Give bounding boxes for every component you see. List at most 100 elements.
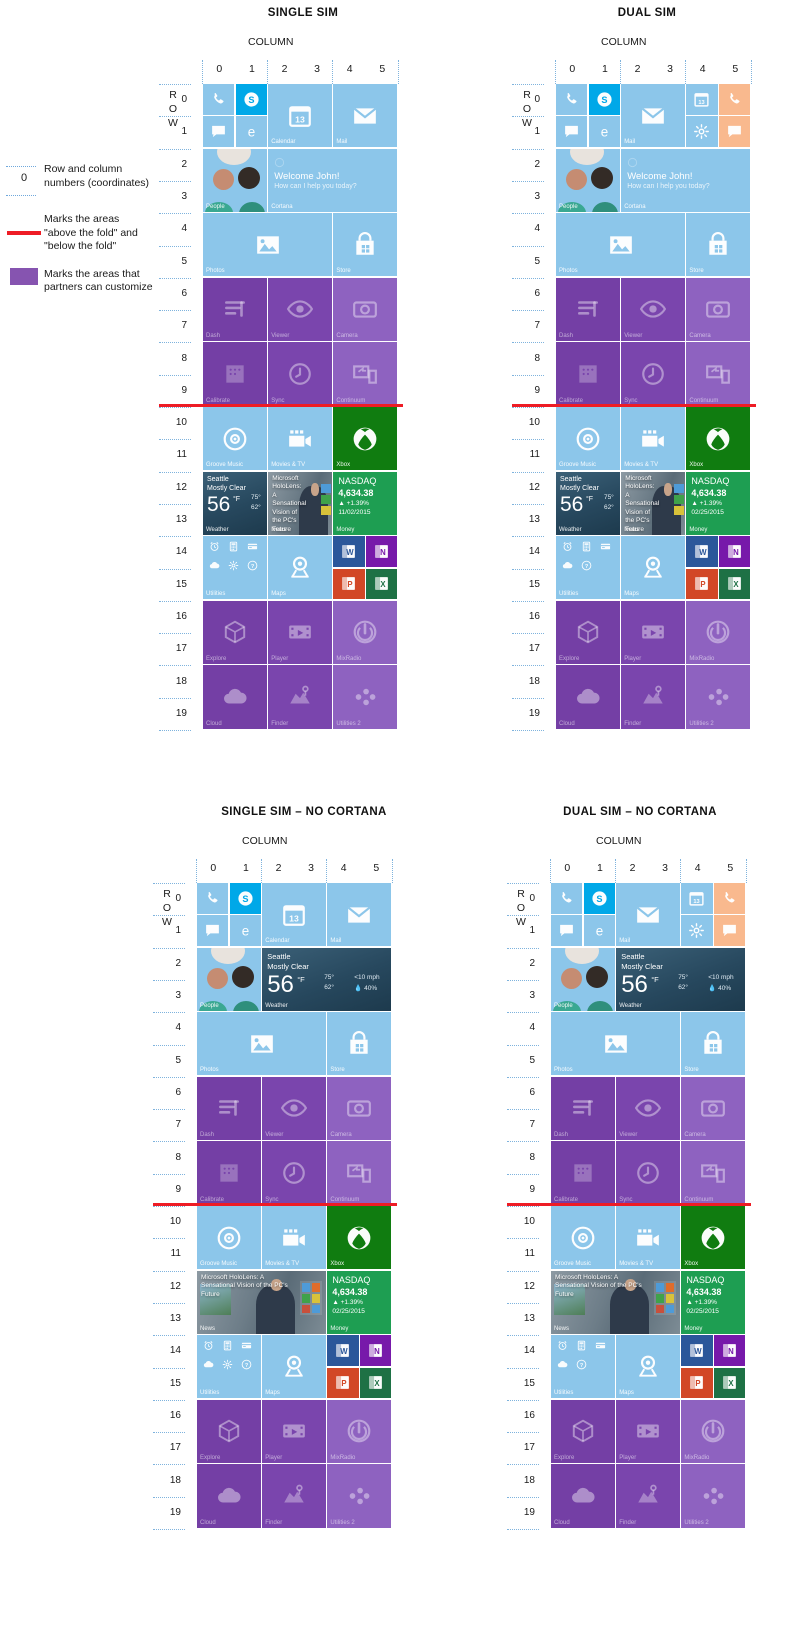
tile-onenote[interactable]: N (366, 536, 398, 568)
tile-excel[interactable]: X (719, 568, 751, 600)
tile-messaging[interactable] (556, 116, 588, 148)
tile-player[interactable]: Player (621, 600, 685, 664)
tile-photos[interactable]: Photos (197, 1012, 326, 1076)
tile-player[interactable]: Player (268, 600, 332, 664)
tile-cloud[interactable]: Cloud (197, 1464, 261, 1528)
onedrive-cloud-icon[interactable] (562, 560, 573, 571)
wallet-icon[interactable] (595, 1340, 606, 1351)
tile-messaging-sim2[interactable] (719, 116, 751, 148)
tile-calibrate[interactable]: Calibrate (551, 1141, 615, 1205)
tile-weather[interactable]: Seattle Mostly Clear 56 °F 75° 62° Weather (203, 471, 267, 535)
alarm-icon[interactable] (209, 541, 220, 552)
tile-calibrate[interactable]: Calibrate (197, 1141, 261, 1205)
tile-messaging[interactable] (203, 116, 235, 148)
help-icon[interactable]: ? (247, 560, 258, 571)
tile-word[interactable]: W (327, 1335, 359, 1367)
tile-mixradio[interactable]: MixRadio (681, 1399, 746, 1463)
tile-maps[interactable]: Maps (262, 1335, 326, 1399)
tile-messaging-sim2[interactable] (714, 915, 746, 947)
tile-people[interactable]: People (551, 947, 615, 1011)
tile-sync[interactable]: Sync (262, 1141, 326, 1205)
tile-mail[interactable]: Mail (327, 883, 392, 947)
tile-people[interactable]: People (197, 947, 261, 1011)
tile-calibrate[interactable]: Calibrate (203, 342, 267, 406)
tile-movies-tv[interactable]: Movies & TV (262, 1206, 326, 1270)
tile-calendar[interactable]: 13 Calendar (268, 84, 332, 148)
tile-edge[interactable]: e (588, 116, 620, 148)
help-icon[interactable]: ? (576, 1359, 587, 1370)
tile-powerpoint[interactable]: P (681, 1367, 713, 1399)
tile-groove-music[interactable]: Groove Music (203, 407, 267, 471)
tile-edge[interactable]: e (235, 116, 267, 148)
tile-news[interactable]: Microsoft HoloLens: A Sensational Vision… (621, 471, 685, 535)
tile-explore[interactable]: Explore (556, 600, 620, 664)
tile-edge[interactable]: e (583, 915, 615, 947)
tile-finder[interactable]: Finder (268, 665, 332, 729)
tile-onenote[interactable]: N (360, 1335, 392, 1367)
tile-camera[interactable]: Camera (681, 1076, 746, 1140)
tile-movies-tv[interactable]: Movies & TV (621, 407, 685, 471)
tile-onenote[interactable]: N (719, 536, 751, 568)
tile-calendar-small[interactable]: 13 (686, 84, 718, 115)
tile-word[interactable]: W (681, 1335, 713, 1367)
tile-sync[interactable]: Sync (268, 342, 332, 406)
tile-calendar-small[interactable]: 13 (681, 883, 713, 914)
tile-people[interactable]: People (203, 148, 267, 212)
tile-partner-app[interactable]: Utilities 2 (686, 665, 751, 729)
tile-weather[interactable]: Seattle Mostly Clear 56 °F 75° 62° Weather (556, 471, 620, 535)
tile-phone-sim2[interactable] (719, 84, 751, 115)
settings-gear-icon[interactable] (228, 560, 239, 571)
tile-viewer[interactable]: Viewer (621, 277, 685, 341)
tile-maps[interactable]: Maps (616, 1335, 680, 1399)
tile-player[interactable]: Player (262, 1399, 326, 1463)
tile-mixradio[interactable]: MixRadio (327, 1399, 392, 1463)
tile-viewer[interactable]: Viewer (262, 1076, 326, 1140)
help-icon[interactable]: ? (581, 560, 592, 571)
tile-continuum[interactable]: Continuum (686, 342, 751, 406)
tile-partner-app[interactable]: Utilities 2 (327, 1464, 392, 1528)
tile-finder[interactable]: Finder (621, 665, 685, 729)
tile-store[interactable]: Store (681, 1012, 746, 1076)
tile-xbox[interactable]: Xbox (686, 407, 751, 471)
tile-groove-music[interactable]: Groove Music (197, 1206, 261, 1270)
help-icon[interactable]: ? (241, 1359, 252, 1370)
tile-word[interactable]: W (333, 536, 365, 568)
calculator-icon[interactable] (581, 541, 592, 552)
tile-camera[interactable]: Camera (327, 1076, 392, 1140)
tile-explore[interactable]: Explore (203, 600, 267, 664)
settings-gear-icon[interactable] (222, 1359, 233, 1370)
tile-weather-wide[interactable]: Seattle Mostly Clear 56 °F 75° 62° <10 mph 💧 40… (616, 947, 746, 1011)
tile-xbox[interactable]: Xbox (327, 1206, 392, 1270)
tile-excel[interactable]: X (360, 1367, 392, 1399)
tile-partner-app[interactable]: Utilities 2 (333, 665, 398, 729)
tile-xbox[interactable]: Xbox (333, 407, 398, 471)
tile-movies-tv[interactable]: Movies & TV (268, 407, 332, 471)
tile-news-wide[interactable]: Microsoft HoloLens: A Sensational Vision… (551, 1270, 680, 1334)
tile-camera[interactable]: Camera (686, 277, 751, 341)
tile-calibrate[interactable]: Calibrate (556, 342, 620, 406)
tile-sync[interactable]: Sync (616, 1141, 680, 1205)
tile-powerpoint[interactable]: P (686, 568, 718, 600)
tile-finder[interactable]: Finder (262, 1464, 326, 1528)
tile-dash[interactable]: Dash (556, 277, 620, 341)
tile-viewer[interactable]: Viewer (616, 1076, 680, 1140)
tile-mail[interactable]: Mail (621, 84, 685, 148)
tile-continuum[interactable]: Continuum (333, 342, 398, 406)
tile-store[interactable]: Store (333, 213, 398, 277)
tile-calendar[interactable]: 13 Calendar (262, 883, 326, 947)
calculator-icon[interactable] (228, 541, 239, 552)
tile-news-wide[interactable]: Microsoft HoloLens: A Sensational Vision… (197, 1270, 326, 1334)
tile-maps[interactable]: Maps (621, 536, 685, 600)
tile-partner-app[interactable]: Utilities 2 (681, 1464, 746, 1528)
tile-utilities[interactable]: ? Utilities (197, 1335, 261, 1399)
tile-photos[interactable]: Photos (203, 213, 332, 277)
tile-mixradio[interactable]: MixRadio (333, 600, 398, 664)
tile-photos[interactable]: Photos (551, 1012, 680, 1076)
alarm-icon[interactable] (562, 541, 573, 552)
tile-movies-tv[interactable]: Movies & TV (616, 1206, 680, 1270)
tile-money[interactable]: NASDAQ 4,634.38 ▲ +1.39% 11/02/2015 Money (333, 471, 398, 535)
tile-money[interactable]: NASDAQ 4,634.38 ▲ +1.39% 02/25/2015 Money (327, 1270, 392, 1334)
tile-explore[interactable]: Explore (197, 1399, 261, 1463)
tile-skype[interactable]: S (583, 883, 615, 914)
tile-dash[interactable]: Dash (551, 1076, 615, 1140)
